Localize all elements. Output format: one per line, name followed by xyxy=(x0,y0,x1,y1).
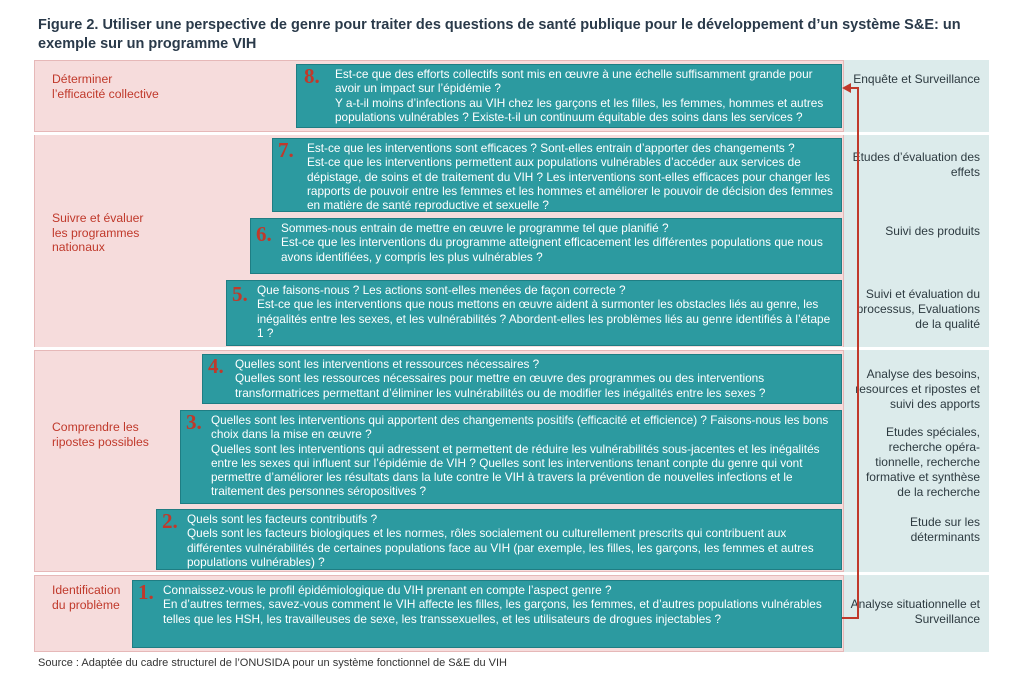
source-note: Source : Adaptée du cadre structurel de … xyxy=(38,657,507,669)
stage-label-impact: Déterminer l’efficacité collective xyxy=(52,72,159,101)
step-box-2: Quels sont les facteurs contributifs ? Q… xyxy=(156,509,842,570)
method-label-7: Etude sur les déterminants xyxy=(909,515,980,544)
method-label-5: Analyse des besoins, resources et ripost… xyxy=(855,367,980,411)
step-box-1: Connaissez-vous le profil épidémiologiqu… xyxy=(132,580,842,648)
step-3-body: Quelles sont les interventions qui adres… xyxy=(211,441,820,499)
step-box-4: Quelles sont les interventions et ressou… xyxy=(202,354,842,404)
stage-label-problem: Identification du problème xyxy=(52,583,121,612)
step-number-2: 2. xyxy=(162,509,178,533)
step-8-heading: Est-ce que des efforts collectifs sont m… xyxy=(335,67,813,96)
step-4-body: Quelles sont les ressources nécessaires … xyxy=(235,371,766,400)
step-number-7: 7. xyxy=(278,138,294,162)
step-box-6: Sommes-nous entrain de mettre en œuvre l… xyxy=(250,218,842,274)
step-number-8: 8. xyxy=(304,64,320,88)
step-2-heading: Quels sont les facteurs contributifs ? xyxy=(187,512,378,526)
step-5-heading: Que faisons-nous ? Les actions sont-elle… xyxy=(257,283,626,297)
step-box-3: Quelles sont les interventions qui appor… xyxy=(180,410,842,504)
step-6-body: Est-ce que les interventions du programm… xyxy=(281,235,823,264)
step-number-4: 4. xyxy=(208,354,224,378)
step-7-body: Est-ce que les interventions permettent … xyxy=(307,155,833,213)
method-label-4: Suivi et évaluation du processus, Evalua… xyxy=(856,287,980,331)
step-6-heading: Sommes-nous entrain de mettre en œuvre l… xyxy=(281,221,669,235)
step-number-1: 1. xyxy=(138,580,154,604)
step-3-heading: Quelles sont les interventions qui appor… xyxy=(211,413,829,442)
method-label-8: Analyse situationnelle et Surveillance xyxy=(850,597,980,626)
method-label-6: Etudes spéciales, recherche opéra-tionne… xyxy=(865,425,980,499)
figure-title: Figure 2. Utiliser une perspective de ge… xyxy=(38,17,961,52)
step-2-body: Quels sont les facteurs biologiques et l… xyxy=(187,526,814,569)
step-box-5: Que faisons-nous ? Les actions sont-elle… xyxy=(226,280,842,346)
stage-label-monitoring: Suivre et évaluer les programmes nationa… xyxy=(52,211,144,254)
step-7-heading: Est-ce que les interventions sont effica… xyxy=(307,141,795,155)
step-1-heading: Connaissez-vous le profil épidémiologiqu… xyxy=(163,583,612,597)
step-1-body: En d’autres termes, savez-vous comment l… xyxy=(163,597,822,626)
method-column xyxy=(844,60,989,652)
step-box-7: Est-ce que les interventions sont effica… xyxy=(272,138,842,212)
method-label-3: Suivi des produits xyxy=(885,224,980,238)
method-label-1: Enquête et Surveillance xyxy=(853,72,980,86)
step-number-3: 3. xyxy=(186,410,202,434)
step-8-body: Y a-t-il moins d’infections au VIH chez … xyxy=(335,95,824,124)
step-number-5: 5. xyxy=(232,282,248,306)
method-label-2: Etudes d’évaluation des effets xyxy=(852,150,980,179)
stage-label-responses: Comprendre les ripostes possibles xyxy=(52,420,149,449)
step-5-body: Est-ce que les interventions que nous me… xyxy=(257,297,831,340)
step-number-6: 6. xyxy=(256,222,272,246)
step-box-8: Est-ce que des efforts collectifs sont m… xyxy=(296,64,842,128)
step-4-heading: Quelles sont les interventions et ressou… xyxy=(235,357,540,371)
